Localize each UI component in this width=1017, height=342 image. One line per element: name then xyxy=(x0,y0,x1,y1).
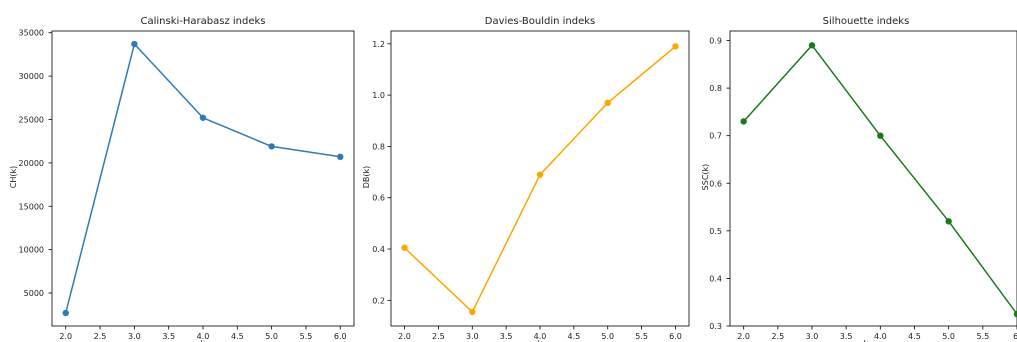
x-tick-label: 4.5 xyxy=(567,332,580,341)
y-axis-title: DB(k) xyxy=(362,166,371,189)
chart-davies-bouldin: Davies-Bouldin indeks k DB(k) 2.0 2.5 3.0 3… xyxy=(362,16,690,342)
data-point xyxy=(1013,310,1017,318)
x-tick-label: 2.5 xyxy=(432,332,445,341)
x-tick-label: 6. xyxy=(1013,332,1017,341)
y-tick-label: 10000 xyxy=(19,246,44,255)
series-line xyxy=(743,44,1017,315)
x-tick-label: 5.5 xyxy=(976,332,989,341)
x-tick-label: 3.0 xyxy=(466,332,479,341)
series-line xyxy=(64,43,341,314)
y-tick-label: 20000 xyxy=(19,159,44,168)
x-tick-label: 6.0 xyxy=(334,332,347,341)
data-point xyxy=(604,99,611,107)
x-axis-title: k xyxy=(864,339,869,342)
chart-title: Davies-Bouldin indeks xyxy=(485,16,596,27)
x-tick-label: 3.5 xyxy=(500,332,513,341)
x-tick-label: 4.0 xyxy=(197,332,210,341)
x-tick-label: 2.0 xyxy=(398,332,411,341)
y-tick-label: 15000 xyxy=(19,202,44,211)
x-axis-title: k xyxy=(201,339,206,342)
chart-title: Calinski-Harabasz indeks xyxy=(140,16,265,27)
data-point xyxy=(672,43,679,50)
x-tick-label: 2.0 xyxy=(59,332,72,341)
data-point xyxy=(469,308,476,316)
x-tick-label: 2.0 xyxy=(737,332,750,341)
y-tick-label: 0.9 xyxy=(709,37,722,46)
data-point xyxy=(268,143,275,150)
x-tick-label: 3.5 xyxy=(840,332,853,341)
y-tick-label: 0.4 xyxy=(372,245,385,254)
x-tick-label: 5.0 xyxy=(265,332,278,341)
y-axis-title: SSC(k) xyxy=(701,164,710,191)
data-point xyxy=(131,40,138,48)
x-tick-label: 4.5 xyxy=(231,332,244,341)
y-tick-label: 0.6 xyxy=(709,179,722,188)
x-tick-label: 5.5 xyxy=(635,332,648,341)
data-point xyxy=(337,153,344,161)
y-tick-label: 25000 xyxy=(19,116,44,125)
y-tick-label: 5000 xyxy=(24,289,44,298)
y-tick-label: 0.7 xyxy=(709,132,722,141)
x-tick-label: 2.5 xyxy=(771,332,784,341)
x-tick-label: 5.5 xyxy=(300,332,313,341)
data-point xyxy=(62,309,69,317)
y-tick-label: 30000 xyxy=(19,72,44,81)
data-point xyxy=(401,244,408,251)
plot-frame xyxy=(51,30,355,327)
plot-frame xyxy=(729,30,1017,327)
y-tick-label: 1.0 xyxy=(372,91,385,100)
y-axis-title: CH(k) xyxy=(9,166,18,188)
x-tick-label: 4.0 xyxy=(874,332,887,341)
y-tick-label: 0.5 xyxy=(709,227,722,236)
y-tick-label: 0.2 xyxy=(372,296,385,305)
data-point xyxy=(536,171,544,178)
data-point xyxy=(808,42,816,49)
x-tick-label: 3.5 xyxy=(162,332,175,341)
data-point xyxy=(740,118,747,125)
x-tick-label: 4.0 xyxy=(534,332,547,341)
chart-silhouette: Silhouette indeks k SSC(k) 2.0 2.5 3.0 3.5 4… xyxy=(701,16,1017,342)
x-tick-label: 2.5 xyxy=(94,332,107,341)
y-tick-label: 0.4 xyxy=(709,274,722,283)
y-tick-label: 0.6 xyxy=(372,194,385,203)
y-tick-label: 0.3 xyxy=(709,322,722,331)
chart-calinski-harabasz: Calinski-Harabasz indeks k CH(k) 2.0 2.5 3… xyxy=(9,16,355,342)
x-tick-label: 3.0 xyxy=(806,332,819,341)
x-axis-title: k xyxy=(538,339,543,342)
y-tick-label: 1.2 xyxy=(372,40,385,49)
chart-title: Silhouette indeks xyxy=(823,16,910,27)
data-point xyxy=(199,114,207,121)
y-tick-label: 0.8 xyxy=(709,84,722,93)
series-line xyxy=(403,45,676,313)
x-tick-label: 4.5 xyxy=(908,332,921,341)
data-point xyxy=(945,218,952,225)
x-tick-label: 5.0 xyxy=(601,332,614,341)
data-point xyxy=(877,132,884,139)
x-tick-label: 6.0 xyxy=(669,332,682,341)
y-tick-label: 0.8 xyxy=(372,142,385,151)
y-tick-label: 35000 xyxy=(19,29,44,38)
plot-frame xyxy=(390,30,690,327)
x-tick-label: 5.0 xyxy=(942,332,955,341)
x-tick-label: 3.0 xyxy=(128,332,141,341)
